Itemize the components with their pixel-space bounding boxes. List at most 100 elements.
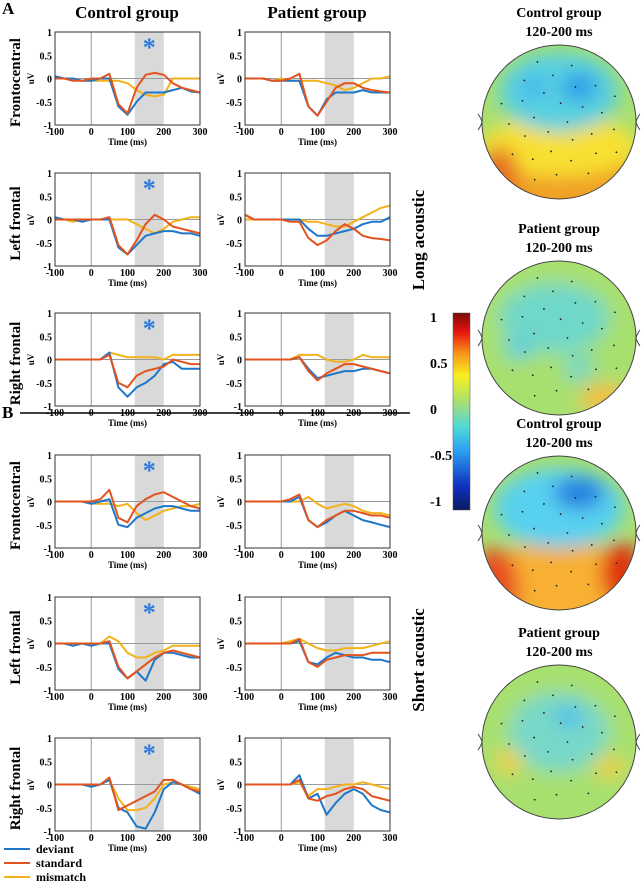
erp-panel: 1 0.5 0 -0.5 -1-100 0 100 200 300 Time (ms) uV — [216, 734, 398, 853]
y-tick-label: 0 — [47, 356, 52, 367]
y-tick-label: -0.5 — [36, 98, 52, 109]
electrode-dot — [613, 715, 616, 718]
y-tick-label: 0.5 — [230, 616, 243, 627]
y-tick-label: 1 — [237, 734, 242, 745]
potential-region — [593, 755, 625, 779]
y-tick-label: 0.5 — [40, 332, 53, 343]
x-tick-label: -100 — [46, 550, 64, 561]
electrode-dot — [533, 736, 535, 739]
significance-asterisk: * — [143, 739, 156, 768]
x-axis-label: Time (ms) — [108, 560, 147, 570]
row-label: Left frontal — [8, 610, 24, 684]
standard-line — [55, 488, 201, 524]
x-tick-label: 100 — [120, 550, 135, 561]
significance-asterisk: * — [143, 314, 156, 343]
topomap-blobs — [482, 52, 636, 199]
y-axis-label: uV — [26, 495, 36, 507]
plot-frame — [54, 31, 201, 126]
y-tick-label: -1 — [234, 544, 242, 555]
electrode-dot — [595, 368, 597, 371]
electrode-dot — [533, 116, 535, 119]
significance-asterisk: * — [143, 598, 156, 627]
panel-a-label: A — [2, 0, 15, 18]
x-tick-label: 0 — [89, 408, 94, 419]
short-acoustic-label: Short acoustic — [409, 608, 428, 712]
x-tick-label: 0 — [89, 692, 94, 703]
electrode-dot — [523, 79, 526, 82]
y-tick-label: 0 — [237, 781, 242, 792]
x-tick-label: 200 — [156, 833, 171, 844]
electrode-dot — [547, 130, 550, 133]
right-ear-icon — [635, 524, 641, 542]
y-tick-label: 1 — [47, 309, 52, 320]
y-tick-label: -1 — [44, 402, 52, 413]
electrode-dot — [533, 798, 536, 801]
plot-frame — [244, 312, 391, 407]
x-axis-label: Time (ms) — [108, 418, 147, 428]
colorbar-tick-label: -1 — [430, 495, 442, 510]
x-tick-label: 200 — [156, 268, 171, 279]
y-tick-label: -0.5 — [36, 663, 52, 674]
x-tick-label: 100 — [120, 268, 135, 279]
electrode-dot — [531, 374, 534, 377]
electrode-dot — [613, 539, 615, 542]
x-tick-label: 300 — [193, 833, 208, 844]
electrode-dot — [555, 584, 558, 587]
y-tick-label: -1 — [44, 262, 52, 273]
plot-frame — [244, 172, 391, 267]
x-tick-label: 300 — [383, 550, 398, 561]
colorbar — [452, 312, 471, 511]
x-axis-label: Time (ms) — [298, 137, 337, 147]
x-axis-label: Time (ms) — [298, 702, 337, 712]
electrode-dot — [500, 102, 503, 105]
y-tick-label: -1 — [234, 121, 242, 132]
potential-region — [520, 75, 548, 99]
x-tick-label: 300 — [193, 550, 208, 561]
electrode-dot — [613, 748, 615, 751]
y-tick-label: 0.5 — [230, 757, 243, 768]
x-tick-label: 100 — [310, 833, 325, 844]
electrode-dot — [566, 532, 569, 534]
x-tick-label: 0 — [89, 550, 94, 561]
erp-panel: 1 0.5 0 -0.5 -1-100 0 100 200 300 Time (ms) uV * Rig… — [8, 734, 208, 853]
significance-asterisk: * — [143, 456, 156, 485]
electrode-dot — [570, 779, 573, 782]
x-tick-label: -100 — [236, 408, 254, 419]
x-tick-label: -100 — [46, 127, 64, 138]
electrode-dot — [571, 549, 574, 552]
topomap: Control group 120-200 ms — [477, 417, 641, 611]
electrode-dot — [590, 349, 593, 351]
x-axis-label: Time (ms) — [298, 560, 337, 570]
electrode-dot — [570, 375, 573, 378]
x-tick-label: 0 — [279, 833, 284, 844]
y-tick-label: 1 — [237, 309, 242, 320]
x-tick-label: 100 — [310, 408, 325, 419]
plot-frame — [54, 312, 201, 407]
electrode-dot — [521, 510, 524, 513]
potential-region — [494, 468, 624, 548]
potential-region — [557, 707, 581, 727]
x-tick-label: 200 — [156, 408, 171, 419]
electrode-dot — [500, 318, 503, 321]
erp-panel: 1 0.5 0 -0.5 -1-100 0 100 200 300 Time (ms) uV * Lef… — [8, 169, 208, 288]
x-tick-label: 300 — [383, 268, 398, 279]
electrode-dot — [555, 173, 558, 176]
y-tick-label: 1 — [47, 451, 52, 462]
x-tick-label: -100 — [236, 550, 254, 561]
potential-region — [482, 117, 636, 177]
x-tick-label: 100 — [120, 692, 135, 703]
x-tick-label: 100 — [310, 692, 325, 703]
x-tick-label: 100 — [120, 833, 135, 844]
plot-frame — [244, 596, 391, 691]
y-axis-label: uV — [26, 72, 36, 84]
y-axis-label: uV — [216, 213, 226, 225]
potential-region — [564, 353, 594, 383]
y-axis-label: uV — [26, 213, 36, 225]
electrode-dot — [552, 74, 554, 77]
y-tick-label: 1 — [47, 169, 52, 180]
topomap-window: 120-200 ms — [525, 645, 593, 660]
topomaps: Control group 120-200 ms Patient group 120-… — [477, 6, 641, 820]
electrode-dot — [524, 135, 526, 137]
x-tick-label: 100 — [310, 550, 325, 561]
